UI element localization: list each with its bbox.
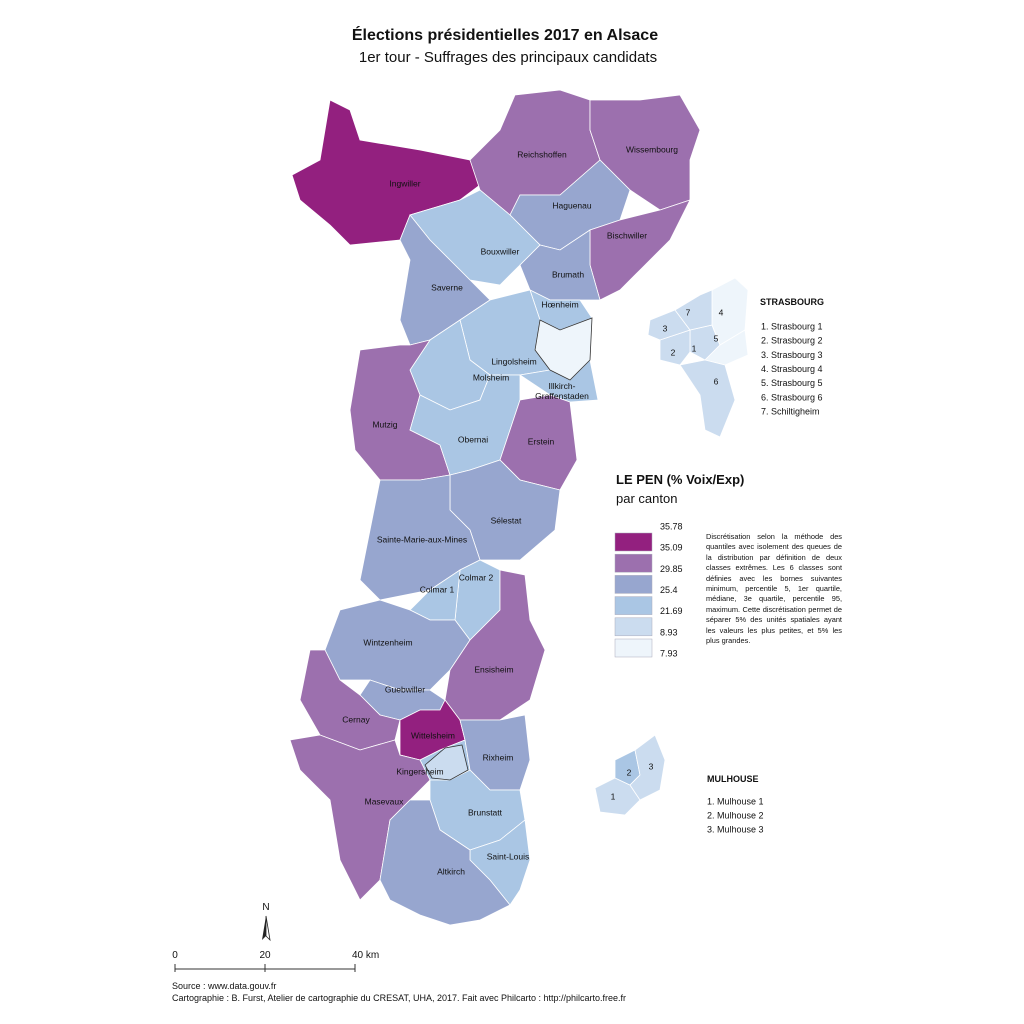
strasbourg-item: 7. Schiltigheim <box>761 407 820 417</box>
canton-label: Brumath <box>552 269 584 279</box>
inset-label: 1 <box>692 343 697 353</box>
legend-subtitle: par canton <box>616 491 677 506</box>
legend-break: 7.93 <box>660 649 678 659</box>
legend-break: 8.93 <box>660 627 678 637</box>
canton-label: Saverne <box>431 282 463 292</box>
inset-label: 6 <box>714 376 719 386</box>
title: Élections présidentielles 2017 en Alsace <box>352 25 658 44</box>
strasbourg-title: STRASBOURG <box>760 297 824 307</box>
inset-label: 5 <box>714 333 719 343</box>
canton-label: Erstein <box>528 436 555 446</box>
inset-area <box>674 289 713 331</box>
canton-label: Ingwiller <box>389 178 420 188</box>
canton-label: Lingolsheim <box>491 356 536 366</box>
credits: Cartographie : B. Furst, Atelier de cart… <box>172 993 626 1003</box>
canton-label: Bouxwiller <box>481 246 520 256</box>
inset-label: 4 <box>719 307 724 317</box>
mulhouse-item: 1. Mulhouse 1 <box>707 796 764 806</box>
mulhouse-item: 3. Mulhouse 3 <box>707 824 764 834</box>
inset-area <box>679 359 736 438</box>
canton-label: Bischwiller <box>607 230 647 240</box>
subtitle: 1er tour - Suffrages des principaux cand… <box>359 49 657 66</box>
north-label: N <box>262 902 269 913</box>
strasbourg-item: 4. Strasbourg 4 <box>761 364 823 374</box>
canton-label: Colmar 2 <box>459 572 494 582</box>
strasbourg-item: 5. Strasbourg 5 <box>761 378 823 388</box>
mulhouse-outline <box>424 744 469 781</box>
inset-label: 2 <box>671 347 676 357</box>
inset-area <box>629 734 666 801</box>
strasbourg-inset: 1 2 3 4 5 6 7 <box>647 277 749 438</box>
source: Source : www.data.gouv.fr <box>172 981 276 991</box>
north-arrow-left <box>262 916 266 940</box>
legend-title: LE PEN (% Voix/Exp) <box>616 472 744 487</box>
legend-note: Discrétisation selon la méthode des quan… <box>706 532 842 646</box>
mulhouse-title: MULHOUSE <box>707 774 759 784</box>
canton-label: Reichshoffen <box>517 149 567 159</box>
canton-label: Rixheim <box>483 752 514 762</box>
canton <box>379 799 511 926</box>
legend-break: 29.85 <box>660 564 683 574</box>
legend-swatch <box>614 553 653 573</box>
canton-label: Kingersheim <box>396 766 443 776</box>
canton-label: Wittelsheim <box>411 730 455 740</box>
canton-label: Cernay <box>342 714 370 724</box>
mulhouse-inset: 1 2 3 <box>594 734 666 816</box>
canton-label: Molsheim <box>473 372 509 382</box>
canton-label: Masevaux <box>365 796 404 806</box>
canton-label: Wintzenheim <box>363 637 412 647</box>
inset-area <box>647 309 691 341</box>
canton-label: Haguenau <box>552 200 592 210</box>
legend-swatch <box>614 532 653 552</box>
scale-bar: 0 20 40 km <box>172 950 379 972</box>
canton-label: Mutzig <box>372 419 397 429</box>
inset-label: 3 <box>663 323 668 333</box>
canton-label: Altkirch <box>437 866 465 876</box>
legend-break: 35.78 <box>660 521 683 531</box>
legend-break: 21.69 <box>660 606 683 616</box>
north-arrow-right <box>265 915 271 942</box>
inset-label: 2 <box>627 767 632 777</box>
legend-swatch <box>614 596 653 615</box>
canton-labels: Ingwiller Reichshoffen Wissembourg Haguenau… <box>342 144 678 876</box>
canton-label: Saint-Louis <box>487 851 530 861</box>
canton-label: Sainte-Marie-aux-Mines <box>377 534 467 544</box>
canton-label: Guebwiller <box>385 684 425 694</box>
canton-label: Hœnheim <box>541 299 578 309</box>
strasbourg-outline <box>534 317 593 381</box>
scale-label: 20 <box>259 950 271 961</box>
strasbourg-item: 1. Strasbourg 1 <box>761 321 823 331</box>
legend-swatch <box>614 575 653 594</box>
canton-label: Wissembourg <box>626 144 678 154</box>
canton-label: Colmar 1 <box>420 584 455 594</box>
scale-label: 40 km <box>352 950 379 961</box>
legend-break: 35.09 <box>660 543 683 553</box>
legend-swatch <box>614 638 653 658</box>
canton-label: Ensisheim <box>474 664 513 674</box>
legend-swatch <box>614 617 653 637</box>
inset-label: 3 <box>649 761 654 771</box>
scale-label: 0 <box>172 950 178 961</box>
strasbourg-item: 6. Strasbourg 6 <box>761 392 823 402</box>
cantons <box>289 89 701 926</box>
canton-label: Brunstatt <box>468 807 503 817</box>
inset-label: 1 <box>611 791 616 801</box>
canton-label: Sélestat <box>491 515 522 525</box>
canton-label: Illkirch-Graffenstaden <box>535 381 589 401</box>
north-arrow: N <box>262 902 271 942</box>
inset-label: 7 <box>686 307 691 317</box>
inset-area <box>704 324 749 366</box>
canton-label: Obernai <box>458 434 488 444</box>
strasbourg-item: 2. Strasbourg 2 <box>761 336 823 346</box>
strasbourg-item: 3. Strasbourg 3 <box>761 350 823 360</box>
mulhouse-item: 2. Mulhouse 2 <box>707 810 764 820</box>
legend-break: 25.4 <box>660 585 678 595</box>
canton <box>519 229 601 301</box>
